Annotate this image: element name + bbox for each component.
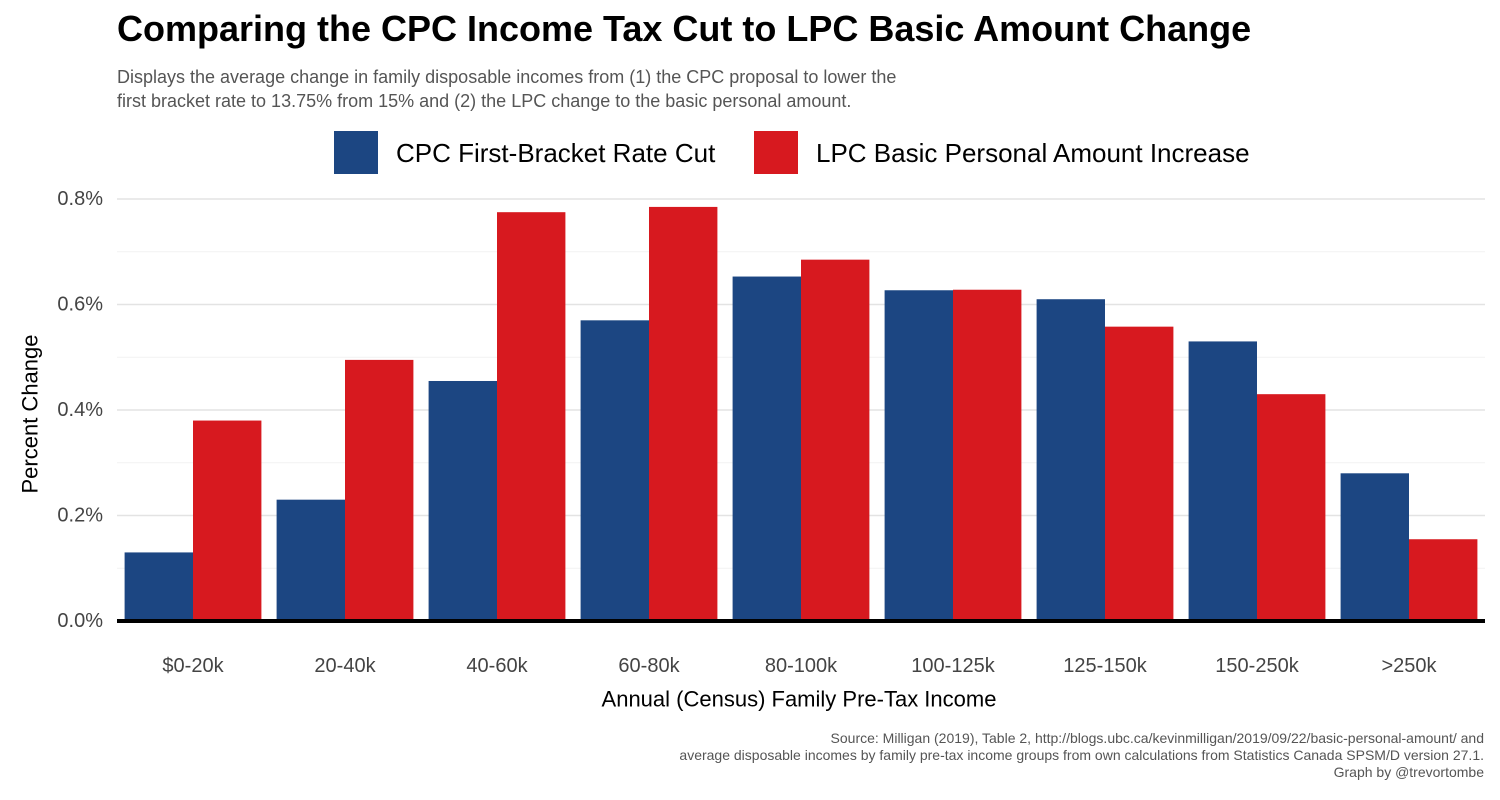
bar-cpc — [1188, 341, 1257, 621]
chart-subtitle-line: Displays the average change in family di… — [117, 67, 897, 87]
x-axis-title: Annual (Census) Family Pre-Tax Income — [602, 687, 997, 712]
bar-cpc — [1036, 299, 1105, 621]
legend-swatch-cpc — [334, 131, 378, 174]
x-tick-label: 80-100k — [765, 655, 838, 677]
bar-lpc — [801, 259, 870, 621]
x-tick-label: 20-40k — [314, 655, 376, 677]
bar-cpc — [732, 276, 801, 621]
bar-cpc — [124, 552, 193, 621]
x-tick-label: 60-80k — [618, 655, 680, 677]
chart-title: Comparing the CPC Income Tax Cut to LPC … — [117, 8, 1252, 49]
y-tick-label: 0.2% — [57, 505, 103, 527]
bar-lpc — [649, 206, 718, 621]
bar-cpc — [580, 320, 649, 621]
y-tick-label: 0.8% — [57, 188, 103, 210]
x-tick-label: 100-125k — [911, 655, 995, 677]
x-tick-label: >250k — [1381, 655, 1437, 677]
caption-line: Source: Milligan (2019), Table 2, http:/… — [830, 730, 1484, 746]
caption-line: average disposable incomes by family pre… — [679, 747, 1484, 763]
x-tick-label: 40-60k — [466, 655, 528, 677]
caption-line: Graph by @trevortombe — [1333, 764, 1484, 780]
bar-cpc — [884, 290, 953, 621]
legend-label-lpc: LPC Basic Personal Amount Increase — [816, 138, 1250, 168]
chart-caption: Source: Milligan (2019), Table 2, http:/… — [679, 730, 1484, 781]
x-tick-label: 125-150k — [1063, 655, 1147, 677]
bar-lpc — [497, 212, 566, 621]
chart-subtitle-line: first bracket rate to 13.75% from 15% an… — [117, 91, 852, 111]
bar-lpc — [193, 420, 262, 621]
legend-label-cpc: CPC First-Bracket Rate Cut — [396, 138, 716, 168]
chart-subtitle: Displays the average change in family di… — [117, 65, 1117, 113]
y-tick-label: 0.0% — [57, 610, 103, 632]
x-tick-label: $0-20k — [162, 655, 224, 677]
bar-lpc — [953, 289, 1022, 621]
bar-cpc — [1340, 473, 1409, 621]
x-tick-label: 150-250k — [1215, 655, 1299, 677]
y-axis-title: Percent Change — [18, 335, 43, 494]
y-tick-label: 0.6% — [57, 294, 103, 316]
bar-cpc — [428, 380, 497, 621]
legend-swatch-lpc — [754, 131, 798, 174]
bar-cpc — [276, 499, 345, 621]
y-tick-label: 0.4% — [57, 399, 103, 421]
bar-lpc — [345, 359, 414, 621]
bar-lpc — [1257, 394, 1326, 621]
bar-lpc — [1409, 539, 1478, 621]
bar-lpc — [1105, 326, 1174, 621]
